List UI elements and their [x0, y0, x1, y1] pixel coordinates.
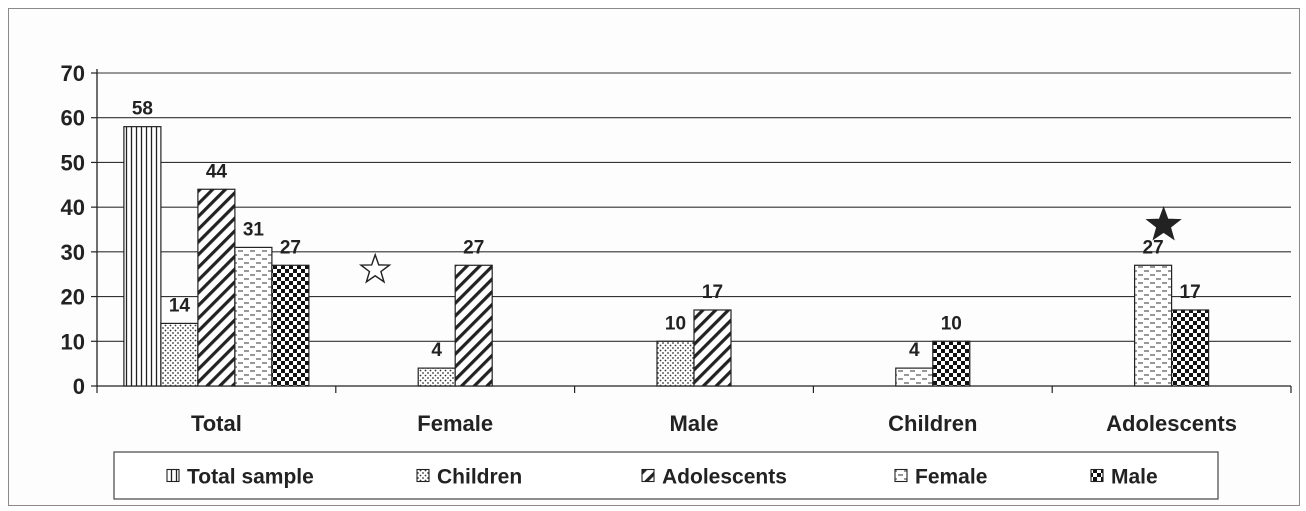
data-label: 10 [941, 313, 962, 334]
bar [123, 126, 162, 387]
legend-label: Adolescents [662, 466, 787, 489]
legend-swatch [1090, 468, 1104, 483]
legend-box [113, 451, 1219, 500]
y-tick-label: 40 [61, 195, 85, 220]
star-filled-icon [1145, 205, 1182, 241]
bar [932, 340, 971, 387]
category-label: Children [888, 411, 977, 436]
bar [271, 264, 310, 387]
bar [895, 367, 934, 387]
category-label: Female [417, 411, 493, 436]
bar [1133, 264, 1173, 387]
category-label: Male [670, 411, 719, 436]
data-label: 58 [132, 99, 153, 120]
data-label: 17 [1180, 282, 1201, 303]
bar [234, 246, 273, 387]
y-tick-label: 70 [61, 61, 85, 86]
data-label: 4 [909, 340, 920, 361]
y-tick-label: 10 [61, 329, 85, 354]
data-label: 27 [463, 237, 484, 258]
chart-frame: 0 10 20 30 40 50 60 70 Total Female Male Children Ad… [8, 8, 1300, 506]
legend-label: Male [1111, 466, 1158, 489]
bar [693, 309, 732, 387]
bar [1170, 309, 1210, 387]
data-label: 17 [702, 282, 723, 303]
legend-swatch [416, 468, 430, 483]
data-label: 10 [665, 313, 686, 334]
y-tick-label: 20 [61, 285, 85, 310]
bars [123, 126, 1210, 387]
bar [197, 188, 236, 387]
legend-label: Total sample [187, 466, 314, 489]
legend-label: Children [437, 466, 522, 489]
star-outline-icon [358, 252, 392, 284]
legend-label: Female [915, 466, 987, 489]
data-label: 14 [169, 295, 191, 316]
bar [656, 340, 695, 387]
y-tick-label: 30 [61, 240, 85, 265]
y-tick-label: 50 [61, 150, 85, 175]
data-label: 4 [431, 340, 442, 361]
bar-chart: 0 10 20 30 40 50 60 70 Total Female Male Children Ad… [61, 61, 1292, 500]
legend-swatch [166, 468, 180, 483]
y-tick-label: 60 [61, 106, 85, 131]
bar [417, 367, 456, 387]
category-label: Adolescents [1106, 411, 1237, 436]
data-label: 27 [1143, 237, 1164, 258]
data-label: 44 [206, 161, 228, 182]
category-label: Total [191, 411, 242, 436]
y-tick-label: 0 [73, 374, 85, 399]
legend-swatch [894, 468, 908, 483]
annotations [358, 205, 1182, 284]
legend: Total sample Children Adolescents Female Mal… [113, 451, 1219, 500]
data-label: 31 [243, 219, 265, 240]
bar [160, 322, 199, 387]
data-labels: 58 14 44 31 27 4 27 10 17 4 10 27 17 [132, 99, 1201, 361]
legend-swatch [641, 468, 655, 483]
data-label: 27 [280, 237, 301, 258]
bar [454, 264, 493, 387]
